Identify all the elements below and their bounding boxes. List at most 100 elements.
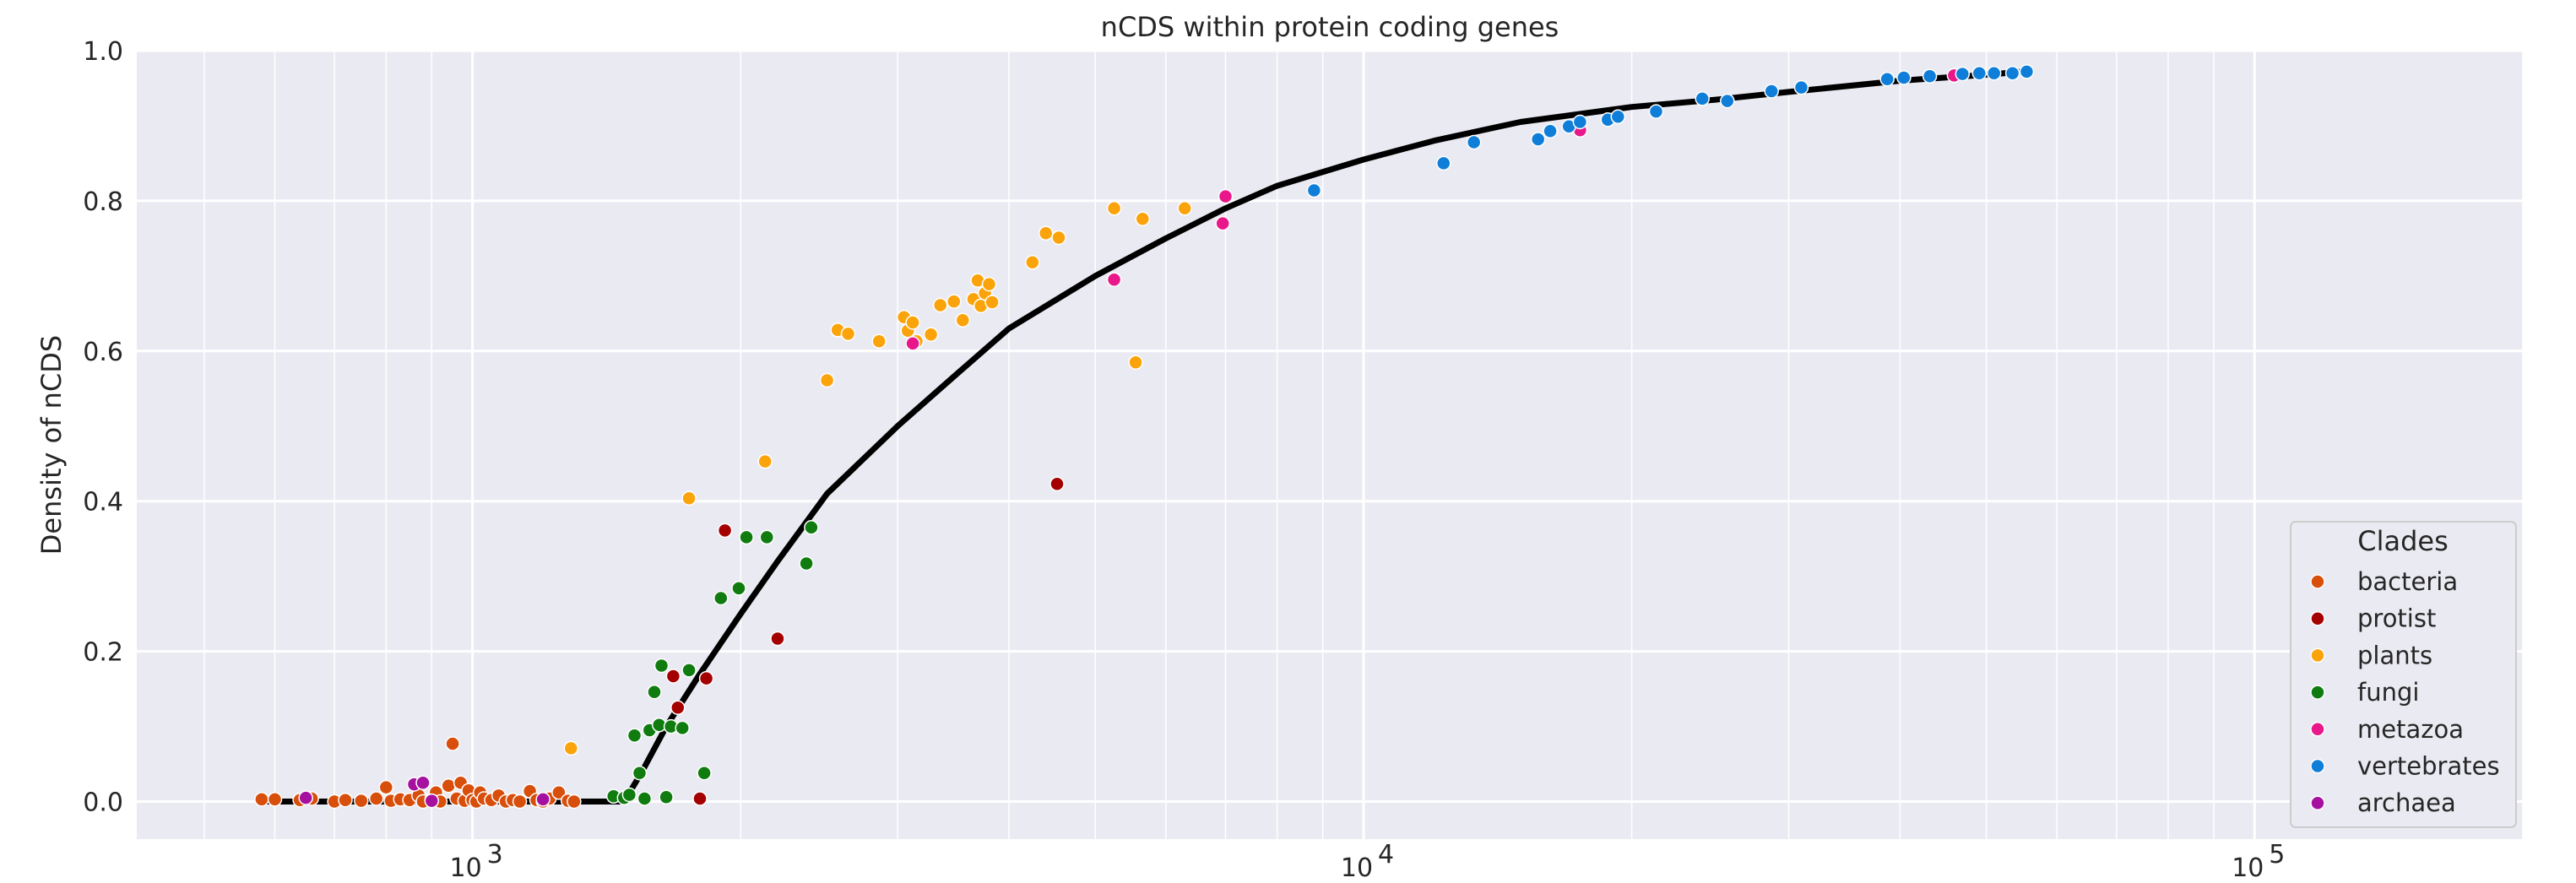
- legend-marker: [2310, 647, 2325, 664]
- legend-marker: [2310, 610, 2325, 626]
- data-point-plants: [871, 333, 887, 349]
- data-point-vertebrates: [1648, 104, 1664, 119]
- legend-label: fungi: [2357, 678, 2419, 707]
- data-point-archaea: [424, 793, 440, 809]
- data-point-metazoa: [1106, 272, 1122, 288]
- legend-label: metazoa: [2357, 715, 2464, 744]
- data-point-bacteria: [378, 779, 394, 795]
- data-point-fungi: [675, 720, 690, 736]
- x-tick-label: 10 5: [2232, 840, 2285, 883]
- data-point-archaea: [415, 775, 431, 791]
- data-point-vertebrates: [1879, 72, 1895, 87]
- legend-items: bacteria protist plants fungi metazoa vertebr…: [2310, 567, 2500, 817]
- data-point-bacteria: [254, 792, 269, 807]
- legend-label: vertebrates: [2357, 752, 2500, 781]
- data-point-fungi: [681, 663, 697, 678]
- data-point-plants: [981, 276, 997, 292]
- y-tick-label: 0.6: [83, 338, 123, 367]
- legend-item-bacteria: bacteria: [2310, 567, 2458, 596]
- data-point-protist: [1049, 476, 1065, 492]
- data-point-bacteria: [354, 793, 369, 809]
- data-point-fungi: [659, 789, 674, 804]
- data-point-bacteria: [368, 791, 384, 806]
- data-point-plants: [563, 740, 579, 756]
- axes: 0.00.20.40.60.81.010 3 10 4 10 5: [83, 37, 2285, 883]
- legend-item-metazoa: metazoa: [2310, 715, 2464, 744]
- legend-item-plants: plants: [2310, 641, 2432, 669]
- legend-title: Clades: [2357, 525, 2449, 557]
- data-point-fungi: [804, 520, 819, 535]
- data-point-vertebrates: [1764, 84, 1779, 99]
- x-tick-exponent: 3: [487, 840, 503, 869]
- data-point-fungi: [731, 581, 746, 596]
- chart-title: nCDS within protein coding genes: [1101, 11, 1559, 43]
- data-point-plants: [946, 294, 962, 309]
- data-point-plants: [1135, 211, 1151, 227]
- data-point-fungi: [739, 529, 754, 545]
- data-point-vertebrates: [1971, 65, 1988, 81]
- data-point-vertebrates: [1793, 79, 1809, 95]
- data-point-protist: [665, 669, 681, 684]
- legend-marker: [2310, 685, 2325, 700]
- data-point-plants: [840, 326, 856, 342]
- data-point-fungi: [637, 791, 653, 806]
- legend-label: archaea: [2357, 788, 2456, 817]
- data-point-fungi: [759, 529, 775, 545]
- data-point-vertebrates: [1436, 155, 1451, 171]
- data-point-plants: [681, 490, 697, 506]
- data-point-protist: [692, 791, 708, 806]
- data-point-vertebrates: [1530, 132, 1546, 147]
- legend-marker: [2310, 574, 2325, 589]
- data-point-plants: [1051, 230, 1066, 246]
- data-point-bacteria: [512, 794, 528, 810]
- data-point-plants: [1038, 225, 1054, 241]
- data-point-plants: [1128, 355, 1143, 370]
- data-point-bacteria: [551, 785, 567, 800]
- data-point-archaea: [298, 790, 313, 805]
- x-tick-label: 10 3: [450, 840, 503, 883]
- y-tick-label: 0.0: [83, 788, 123, 818]
- legend-label: protist: [2357, 604, 2436, 633]
- data-point-protist: [698, 670, 714, 686]
- data-point-fungi: [632, 765, 648, 781]
- data-point-fungi: [697, 765, 712, 781]
- y-tick-label: 0.4: [83, 488, 123, 517]
- grid-lines: [137, 49, 2524, 839]
- data-point-plants: [1177, 201, 1192, 216]
- data-point-bacteria: [267, 792, 283, 807]
- legend-item-protist: protist: [2310, 604, 2436, 633]
- data-point-archaea: [535, 792, 550, 807]
- legend-marker: [2310, 795, 2325, 810]
- data-point-plants: [757, 453, 773, 469]
- data-points: [254, 64, 2035, 810]
- data-point-metazoa: [905, 336, 920, 351]
- data-point-plants: [1025, 255, 1040, 270]
- legend-box: [2290, 521, 2517, 828]
- legend-label: bacteria: [2357, 567, 2458, 596]
- data-point-plants: [955, 312, 971, 328]
- data-point-vertebrates: [1896, 70, 1912, 85]
- x-tick-base: 10: [1341, 853, 1373, 883]
- data-point-plants: [984, 295, 1000, 310]
- data-point-bacteria: [441, 778, 456, 794]
- data-point-vertebrates: [1610, 109, 1626, 125]
- data-point-fungi: [621, 787, 637, 803]
- data-point-metazoa: [1217, 188, 1234, 204]
- data-point-protist: [717, 523, 733, 539]
- data-point-vertebrates: [1466, 134, 1482, 150]
- data-point-plants: [932, 297, 948, 313]
- data-point-fungi: [626, 728, 643, 743]
- data-point-vertebrates: [1572, 114, 1588, 130]
- y-tick-label: 0.8: [83, 187, 123, 217]
- x-tick-base: 10: [2232, 853, 2264, 883]
- data-point-protist: [670, 700, 686, 716]
- data-point-vertebrates: [1720, 93, 1735, 109]
- y-axis-title: Density of nCDS: [35, 335, 68, 555]
- data-point-vertebrates: [2019, 64, 2035, 79]
- x-tick-label: 10 4: [1341, 840, 1394, 883]
- data-point-vertebrates: [1695, 91, 1710, 106]
- data-point-vertebrates: [1306, 182, 1322, 198]
- legend-item-vertebrates: vertebrates: [2310, 752, 2500, 781]
- legend-marker: [2310, 722, 2325, 737]
- data-point-protist: [770, 631, 785, 647]
